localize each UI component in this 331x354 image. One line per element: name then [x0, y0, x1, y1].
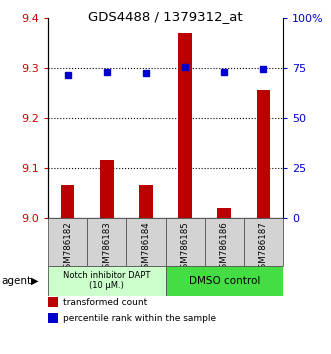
- Bar: [126, 218, 166, 266]
- Bar: [205, 218, 244, 266]
- Text: Notch inhibitor DAPT
(10 μM.): Notch inhibitor DAPT (10 μM.): [63, 271, 150, 290]
- Bar: [178, 33, 192, 218]
- Bar: [139, 185, 153, 218]
- Bar: [48, 218, 87, 266]
- Bar: [244, 218, 283, 266]
- Bar: [87, 218, 126, 266]
- Bar: [257, 90, 270, 218]
- Bar: [48, 313, 58, 323]
- Bar: [100, 160, 114, 218]
- Bar: [48, 266, 166, 296]
- Bar: [166, 266, 283, 296]
- Text: agent: agent: [2, 275, 32, 286]
- Bar: [217, 208, 231, 218]
- Text: percentile rank within the sample: percentile rank within the sample: [63, 314, 216, 322]
- Text: GSM786184: GSM786184: [141, 222, 150, 274]
- Text: GSM786186: GSM786186: [220, 222, 229, 274]
- Text: GSM786187: GSM786187: [259, 222, 268, 274]
- Text: GDS4488 / 1379312_at: GDS4488 / 1379312_at: [88, 10, 243, 23]
- Text: ▶: ▶: [31, 275, 38, 286]
- Text: DMSO control: DMSO control: [189, 275, 260, 286]
- Bar: [166, 218, 205, 266]
- Bar: [61, 185, 74, 218]
- Text: GSM786182: GSM786182: [63, 222, 72, 274]
- Bar: [48, 297, 58, 307]
- Text: transformed count: transformed count: [63, 298, 147, 307]
- Text: GSM786183: GSM786183: [102, 222, 111, 274]
- Text: GSM786185: GSM786185: [181, 222, 190, 274]
